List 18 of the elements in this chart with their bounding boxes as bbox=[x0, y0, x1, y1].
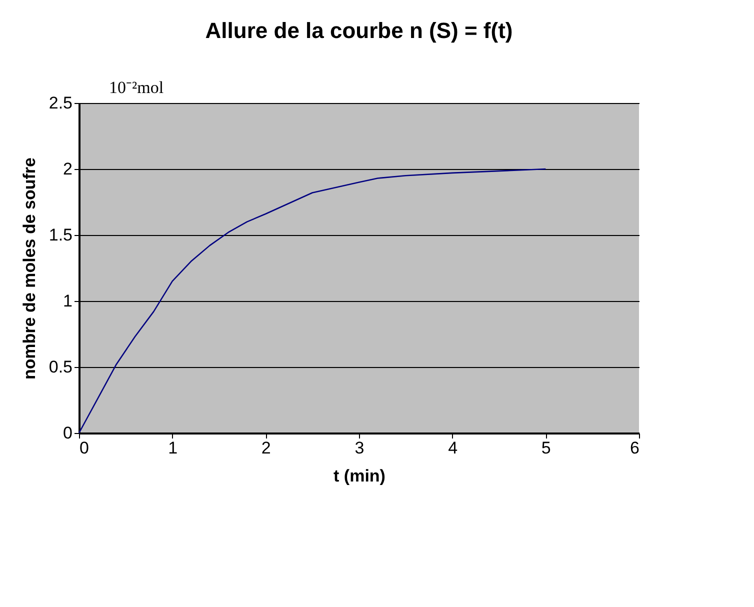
y-axis-title: nombre de moles de soufre bbox=[20, 158, 39, 380]
x-tick-label: 4 bbox=[448, 438, 458, 458]
y-tick-label: 2.5 bbox=[48, 94, 72, 112]
x-tick-label: 3 bbox=[354, 438, 364, 458]
x-tick-label: 0 bbox=[80, 438, 89, 458]
x-tick-label: 5 bbox=[541, 438, 551, 458]
x-tick-label: 1 bbox=[168, 438, 178, 458]
y-tick-label: 0.5 bbox=[48, 358, 72, 376]
y-tick-label: 2 bbox=[63, 160, 72, 178]
x-tick-label: 6 bbox=[630, 438, 640, 458]
x-axis-title: t (min) bbox=[334, 466, 386, 486]
line-series bbox=[78, 168, 546, 434]
y-tick-label: 0 bbox=[63, 424, 72, 442]
chart-title: Allure de la courbe n (S) = f(t) bbox=[205, 18, 513, 43]
y-tick-label: 1.5 bbox=[48, 226, 72, 244]
text: 10⁻²mol bbox=[109, 78, 164, 97]
y-tick-label: 1 bbox=[63, 292, 72, 310]
x-tick-label: 2 bbox=[261, 438, 271, 458]
